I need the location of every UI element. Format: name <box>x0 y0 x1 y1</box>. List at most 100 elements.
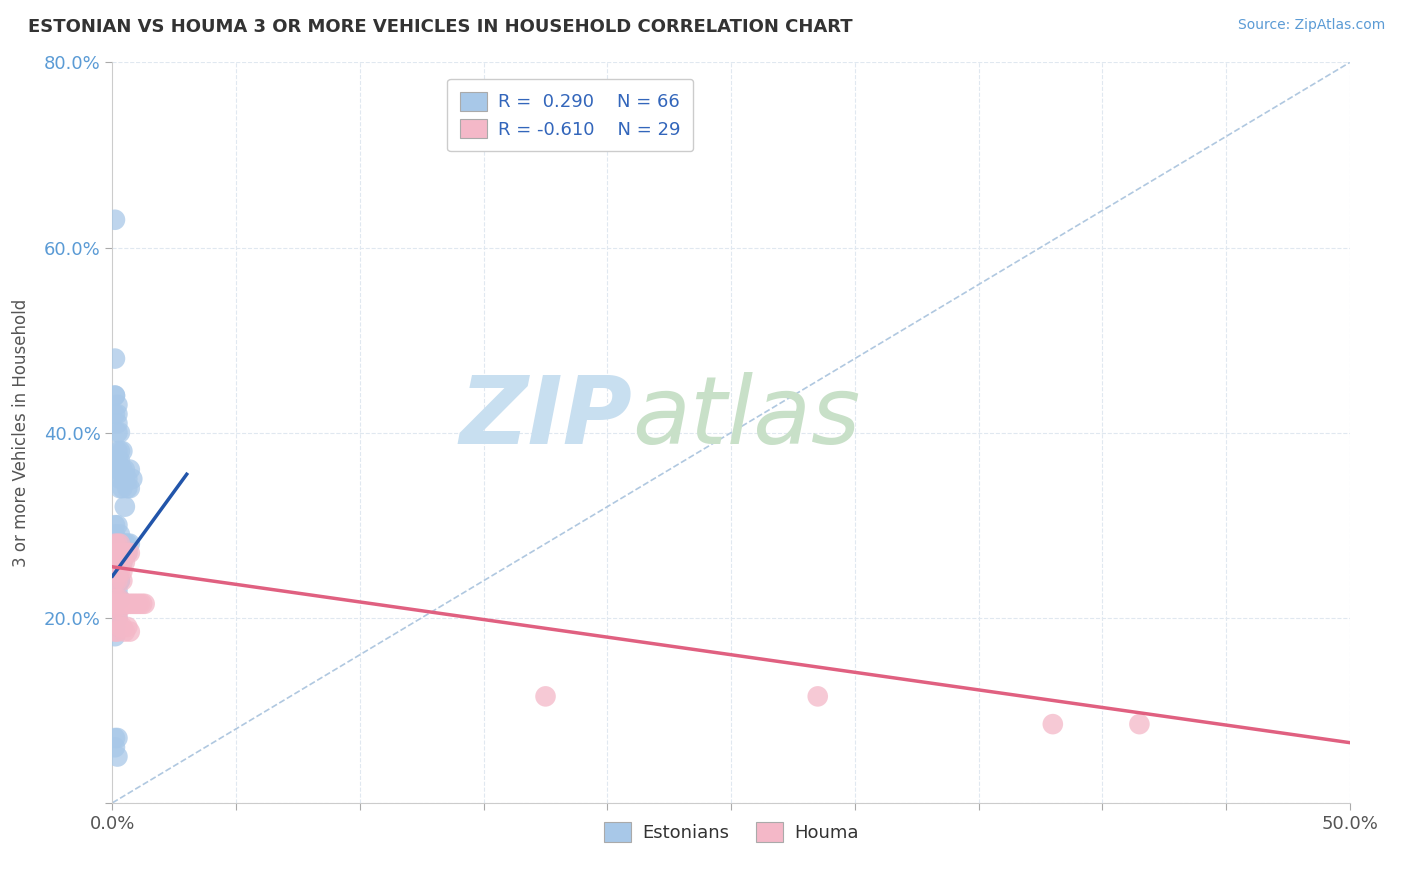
Point <box>107 444 129 458</box>
Point <box>121 472 143 486</box>
Point <box>104 527 127 541</box>
Point <box>107 546 129 560</box>
Point <box>111 555 134 569</box>
Point <box>104 407 127 421</box>
Point <box>108 574 131 588</box>
Point <box>104 565 127 579</box>
Point <box>117 481 139 495</box>
Point <box>124 597 146 611</box>
Point <box>104 624 127 639</box>
Point <box>1042 717 1064 731</box>
Point <box>108 555 131 569</box>
Point <box>104 629 127 643</box>
Point <box>104 388 127 402</box>
Point <box>114 555 136 569</box>
Point <box>118 624 141 639</box>
Point <box>107 582 129 597</box>
Point <box>104 536 127 550</box>
Point <box>107 555 129 569</box>
Point <box>111 444 134 458</box>
Point <box>107 546 129 560</box>
Point <box>111 462 134 476</box>
Point <box>114 536 136 550</box>
Point <box>108 453 131 467</box>
Point <box>108 546 131 560</box>
Point <box>104 518 127 533</box>
Point <box>104 351 127 366</box>
Point <box>111 546 134 560</box>
Point <box>107 417 129 431</box>
Point <box>121 597 143 611</box>
Point <box>111 597 134 611</box>
Point <box>104 731 127 745</box>
Point <box>118 536 141 550</box>
Legend: Estonians, Houma: Estonians, Houma <box>596 815 866 849</box>
Point <box>107 610 129 624</box>
Point <box>1128 717 1150 731</box>
Point <box>111 481 134 495</box>
Point <box>114 472 136 486</box>
Text: atlas: atlas <box>633 372 860 463</box>
Text: ESTONIAN VS HOUMA 3 OR MORE VEHICLES IN HOUSEHOLD CORRELATION CHART: ESTONIAN VS HOUMA 3 OR MORE VEHICLES IN … <box>28 18 853 36</box>
Point <box>107 592 129 607</box>
Point <box>104 592 127 607</box>
Point <box>108 565 131 579</box>
Point <box>107 574 129 588</box>
Point <box>104 597 127 611</box>
Point <box>111 536 134 550</box>
Point <box>117 546 139 560</box>
Point <box>107 592 129 607</box>
Y-axis label: 3 or more Vehicles in Household: 3 or more Vehicles in Household <box>11 299 30 566</box>
Point <box>108 425 131 440</box>
Point <box>108 444 131 458</box>
Point <box>111 472 134 486</box>
Point <box>104 546 127 560</box>
Point <box>108 620 131 634</box>
Point <box>107 731 129 745</box>
Point <box>108 592 131 607</box>
Point <box>807 690 830 704</box>
Point <box>117 597 139 611</box>
Point <box>111 555 134 569</box>
Point <box>107 597 129 611</box>
Point <box>107 555 129 569</box>
Point <box>107 536 129 550</box>
Point <box>114 500 136 514</box>
Point <box>111 620 134 634</box>
Point <box>104 582 127 597</box>
Point <box>104 212 127 227</box>
Point <box>108 546 131 560</box>
Point <box>111 546 134 560</box>
Point <box>111 565 134 579</box>
Point <box>114 624 136 639</box>
Point <box>108 527 131 541</box>
Point <box>107 462 129 476</box>
Point <box>108 462 131 476</box>
Point <box>107 749 129 764</box>
Point <box>104 574 127 588</box>
Point <box>117 536 139 550</box>
Point <box>114 546 136 560</box>
Point <box>107 610 129 624</box>
Point <box>534 690 557 704</box>
Point <box>107 518 129 533</box>
Point <box>104 555 127 569</box>
Point <box>104 574 127 588</box>
Point <box>111 574 134 588</box>
Point <box>118 546 141 560</box>
Point <box>131 597 153 611</box>
Point <box>128 597 150 611</box>
Point <box>107 565 129 579</box>
Point <box>118 481 141 495</box>
Point <box>108 536 131 550</box>
Point <box>118 462 141 476</box>
Point <box>104 536 127 550</box>
Point <box>117 546 139 560</box>
Point <box>108 597 131 611</box>
Point <box>104 388 127 402</box>
Point <box>108 472 131 486</box>
Point <box>107 453 129 467</box>
Text: ZIP: ZIP <box>460 372 633 464</box>
Point <box>107 407 129 421</box>
Point <box>104 620 127 634</box>
